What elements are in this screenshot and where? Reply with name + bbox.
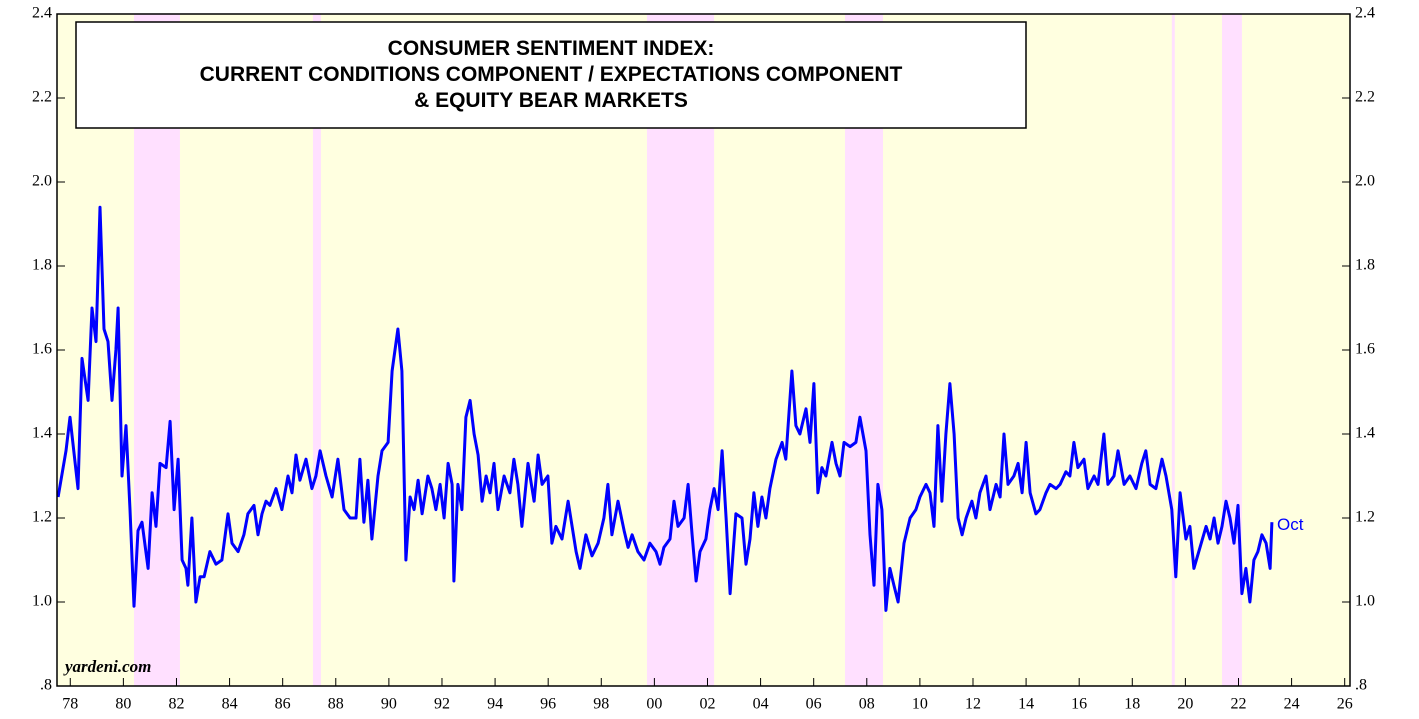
bear-market <box>1171 14 1175 686</box>
x-tick-label: 78 <box>62 696 78 713</box>
source-note: yardeni.com <box>63 657 151 676</box>
y-tick-label: 1.8 <box>32 257 52 274</box>
x-tick-label: 86 <box>275 696 291 713</box>
title-box <box>75 21 1027 129</box>
axes: .8 .8 1.0 1.0 1.2 1.2 1.4 1.4 1.6 1.6 1.8 1.8 2.0 2.0… <box>32 5 1375 713</box>
y-tick-label: 1.4 <box>32 425 52 442</box>
y-tick-label: 1.2 <box>32 509 52 526</box>
y2-tick-label: 2.4 <box>1355 5 1375 22</box>
y2-tick-label: 1.4 <box>1355 425 1375 442</box>
y2-tick-label: 2.0 <box>1355 173 1375 190</box>
last-label: Oct <box>1277 515 1304 534</box>
x-tick-label: 10 <box>912 696 928 713</box>
plot-frame <box>56 13 1351 687</box>
y-tick-label: 1.6 <box>32 341 52 358</box>
x-tick-label: 06 <box>806 696 822 713</box>
y-tick-label: 2.0 <box>32 173 52 190</box>
x-tick-label: 02 <box>699 696 715 713</box>
chart-title: CONSUMER SENTIMENT INDEX: <box>388 37 715 60</box>
x-tick-label: 90 <box>381 696 397 713</box>
x-tick-label: 98 <box>593 696 609 713</box>
y-tick-label: 2.2 <box>32 89 52 106</box>
x-tick-label: 12 <box>965 696 981 713</box>
bear-market <box>1222 14 1242 686</box>
x-tick-label: 24 <box>1284 696 1300 713</box>
y2-tick-label: .8 <box>1355 677 1367 694</box>
x-tick-label: 22 <box>1230 696 1246 713</box>
x-tick-label: 82 <box>168 696 184 713</box>
x-tick-label: 94 <box>487 696 503 713</box>
x-tick-label: 18 <box>1124 696 1140 713</box>
x-tick-label: 08 <box>859 696 875 713</box>
x-tick-label: 92 <box>434 696 450 713</box>
y-tick-label: 2.4 <box>32 5 52 22</box>
y2-tick-label: 2.2 <box>1355 89 1375 106</box>
x-tick-label: 16 <box>1071 696 1087 713</box>
x-tick-label: 96 <box>540 696 556 713</box>
y2-tick-label: 1.8 <box>1355 257 1375 274</box>
x-tick-label: 00 <box>646 696 662 713</box>
series <box>56 205 1274 612</box>
y-tick-label: 1.0 <box>32 593 52 610</box>
y2-tick-label: 1.0 <box>1355 593 1375 610</box>
chart-title: CURRENT CONDITIONS COMPONENT / EXPECTATI… <box>200 63 903 86</box>
x-tick-label: 84 <box>222 696 238 713</box>
x-tick-label: 80 <box>115 696 131 713</box>
x-tick-label: 88 <box>328 696 344 713</box>
bear-market <box>312 14 321 686</box>
x-tick-label: 20 <box>1177 696 1193 713</box>
x-tick-label: 04 <box>753 696 769 713</box>
series-line <box>56 205 1274 612</box>
y-tick-label: .8 <box>40 677 52 694</box>
y2-tick-label: 1.6 <box>1355 341 1375 358</box>
x-tick-label: 26 <box>1337 696 1353 713</box>
x-tick-label: 14 <box>1018 696 1034 713</box>
chart-title: & EQUITY BEAR MARKETS <box>414 89 688 112</box>
y2-tick-label: 1.2 <box>1355 509 1375 526</box>
